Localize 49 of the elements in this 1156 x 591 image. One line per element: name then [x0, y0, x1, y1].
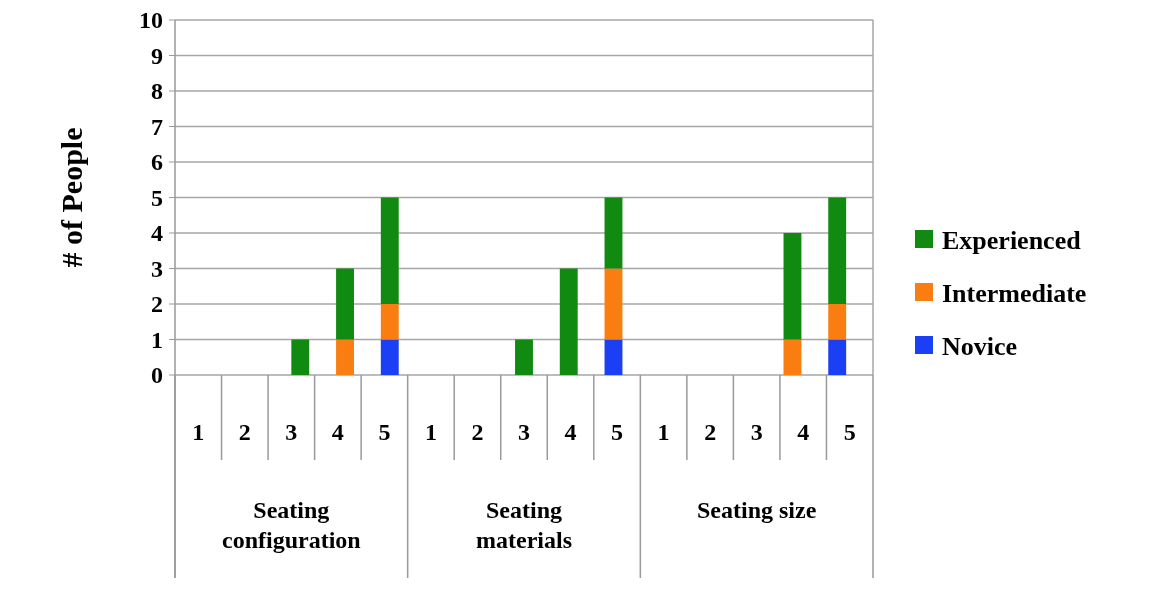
bar [604, 197, 623, 269]
x-tick-label: 1 [657, 419, 670, 445]
y-tick-label: 8 [151, 78, 163, 105]
x-tick-label: 3 [750, 419, 763, 445]
bar [336, 339, 354, 375]
bar [291, 339, 310, 375]
x-tick-label: 5 [843, 419, 856, 445]
x-tick-label: 4 [797, 419, 810, 445]
x-tick-label: 2 [471, 419, 484, 445]
legend-label: Experienced [942, 226, 1082, 256]
y-tick-label: 2 [151, 291, 163, 318]
y-tick-label: 6 [151, 149, 163, 176]
legend-label: Intermediate [942, 279, 1087, 309]
y-tick-label: 5 [151, 184, 163, 211]
legend-label: Novice [942, 332, 1018, 362]
x-tick-label: 1 [424, 419, 437, 445]
x-tick-label: 4 [331, 419, 344, 445]
text: Seating materials [476, 497, 572, 553]
y-tick-label: 1 [151, 326, 163, 353]
bar [604, 268, 623, 340]
bar [783, 233, 802, 340]
y-tick-label: 7 [151, 113, 163, 140]
x-tick-label: 4 [564, 419, 577, 445]
bar [783, 339, 802, 375]
y-tick-label: 4 [151, 220, 163, 247]
bar [380, 304, 399, 340]
x-tick-label: 1 [192, 419, 205, 445]
bar [515, 339, 533, 375]
y-axis-title: # of People [55, 127, 88, 268]
bar [828, 197, 847, 304]
y-tick-label: 0 [151, 362, 163, 389]
y-tick-label: 10 [139, 7, 163, 34]
text: Seating configuration [222, 497, 361, 553]
y-tick-label: 9 [151, 42, 163, 69]
x-tick-label: 3 [518, 419, 530, 445]
bar [336, 268, 354, 340]
bar [380, 339, 399, 375]
text: Seating size [697, 497, 817, 523]
bar [559, 268, 578, 375]
x-tick-label: 3 [285, 419, 298, 445]
x-tick-label: 5 [378, 419, 391, 445]
x-tick-label: 5 [611, 419, 624, 445]
x-tick-label: 2 [704, 419, 717, 445]
bar [828, 304, 847, 340]
bar [828, 339, 847, 375]
bar [604, 339, 623, 375]
bar [380, 197, 399, 304]
x-tick-label: 2 [238, 419, 251, 445]
y-tick-label: 3 [151, 255, 163, 282]
